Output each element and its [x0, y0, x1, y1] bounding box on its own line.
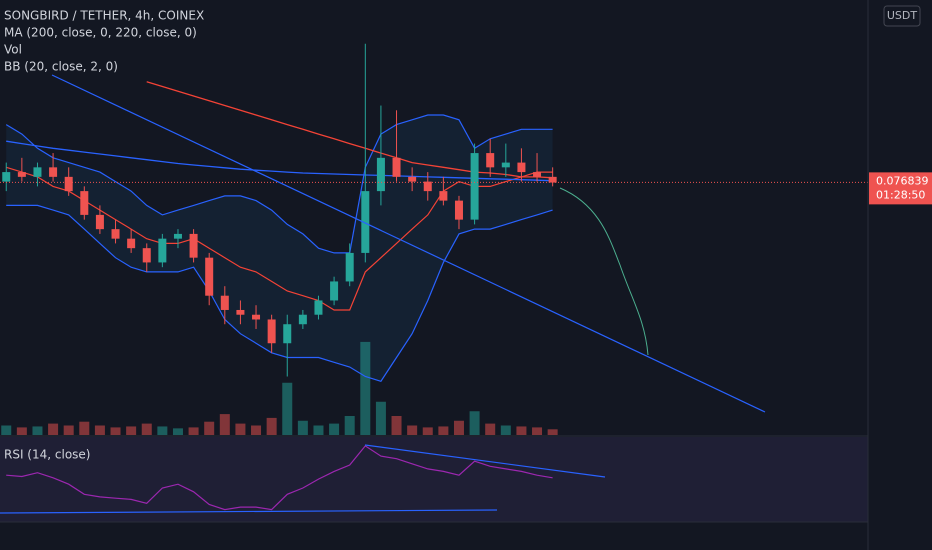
- candle-body: [439, 191, 448, 201]
- trend-line: [51, 74, 766, 413]
- volume-bar: [500, 425, 511, 435]
- volume-bar: [172, 428, 183, 435]
- volume-bar: [94, 425, 105, 435]
- candle-body: [95, 214, 104, 230]
- volume-bar: [126, 426, 137, 435]
- price-label: 0.076839: [876, 174, 929, 187]
- candle-body: [236, 309, 245, 315]
- ma-line: [146, 81, 553, 179]
- currency: USDT: [887, 9, 918, 22]
- volume-bar: [32, 426, 43, 435]
- volume-bar: [204, 421, 215, 435]
- volume-bar: [188, 427, 199, 435]
- volume-bar: [110, 427, 121, 435]
- volume-bar: [516, 426, 527, 435]
- volume-bar: [266, 417, 277, 435]
- candle-body: [2, 172, 11, 182]
- indicator-label: Vol: [4, 43, 22, 57]
- rsi-band: [0, 437, 868, 522]
- candle-body: [220, 295, 229, 310]
- candle-body: [127, 238, 136, 249]
- volume-bar: [48, 423, 59, 435]
- ma-line: [6, 140, 553, 182]
- candle-body: [408, 176, 417, 182]
- candle-body: [548, 176, 557, 183]
- candle-body: [173, 233, 182, 239]
- bb-lower: [6, 204, 553, 383]
- candle-body: [423, 181, 432, 192]
- candle-body: [314, 300, 323, 315]
- candle-body: [142, 248, 151, 263]
- candle-body: [33, 167, 42, 177]
- bb-basis: [6, 166, 553, 311]
- candle-body: [345, 252, 354, 282]
- volume-bar: [360, 341, 371, 435]
- candle-body: [111, 229, 120, 239]
- volume-bar: [532, 427, 543, 435]
- projection-curve: [559, 187, 649, 356]
- plot: [0, 43, 868, 511]
- candle-body: [252, 314, 261, 320]
- countdown-label: 01:28:50: [876, 188, 925, 201]
- candle-body: [283, 324, 292, 344]
- candle-body: [205, 257, 214, 296]
- indicator-label: MA (200, close, 0, 220, close, 0): [4, 26, 197, 40]
- chart-title: SONGBIRD / TETHER, 4h, COINEX: [4, 9, 204, 23]
- volume-bar: [547, 429, 558, 435]
- candle-body: [376, 157, 385, 192]
- currency-badge[interactable]: [883, 5, 921, 27]
- candle-body: [64, 176, 73, 192]
- indicator-label: BB (20, close, 2, 0): [4, 60, 118, 74]
- candle-body: [17, 172, 26, 177]
- candle-body: [330, 281, 339, 301]
- rsi-line: [6, 445, 553, 511]
- volume-bar: [391, 416, 402, 435]
- candle-body: [80, 191, 89, 215]
- volume-bar: [485, 423, 496, 435]
- candle-body: [533, 172, 542, 177]
- rsi-label: RSI (14, close): [4, 448, 90, 462]
- volume-bar: [16, 427, 27, 435]
- rsi-trend-line: [364, 444, 606, 478]
- candle-body: [298, 314, 307, 325]
- candle-body: [486, 153, 495, 168]
- candle-body: [189, 233, 198, 258]
- volume-bar: [329, 423, 340, 435]
- volume-bar: [375, 401, 386, 435]
- candle-body: [517, 162, 526, 173]
- candle-body: [49, 167, 58, 177]
- volume-bar: [282, 382, 293, 435]
- candle-body: [158, 238, 167, 263]
- volume-bar: [251, 425, 262, 435]
- volume-bar: [63, 425, 74, 435]
- price-badge: [869, 172, 932, 205]
- volume-bar: [219, 414, 230, 435]
- volume-bar: [344, 416, 355, 435]
- volume-bar: [297, 420, 308, 435]
- volume-bar: [1, 425, 12, 435]
- volume-bar: [141, 423, 152, 435]
- volume-bar: [313, 425, 324, 435]
- volume-bar: [438, 426, 449, 435]
- candle-body: [470, 153, 479, 220]
- volume-bar: [453, 420, 464, 435]
- candle-body: [267, 319, 276, 344]
- candle-body: [501, 162, 510, 168]
- volume-bar: [469, 411, 480, 435]
- candle-body: [392, 157, 401, 177]
- volume-bar: [407, 425, 418, 435]
- volume-bar: [422, 427, 433, 435]
- bb-upper: [5, 114, 553, 254]
- volume-bar: [79, 421, 90, 435]
- rsi-support-line: [0, 509, 498, 514]
- candle-body: [454, 200, 463, 220]
- candle-body: [361, 191, 370, 253]
- volume-bar: [157, 426, 168, 435]
- volume-bar: [235, 423, 246, 435]
